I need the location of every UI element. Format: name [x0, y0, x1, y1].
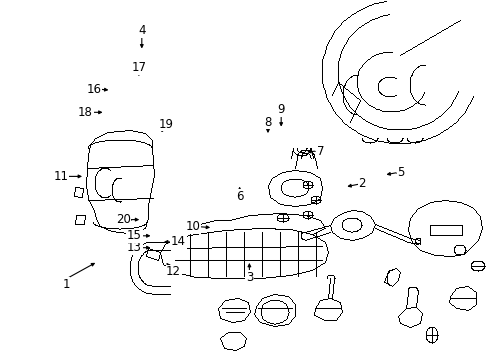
- Text: 15: 15: [127, 229, 142, 242]
- Text: 10: 10: [185, 220, 200, 233]
- Text: 18: 18: [78, 106, 93, 119]
- Text: 1: 1: [62, 278, 70, 291]
- Text: 3: 3: [245, 271, 253, 284]
- Text: 4: 4: [138, 24, 145, 37]
- Text: 17: 17: [131, 61, 146, 74]
- Text: 9: 9: [277, 103, 285, 116]
- Text: 16: 16: [86, 83, 101, 96]
- Text: 13: 13: [127, 241, 142, 254]
- Text: 5: 5: [396, 166, 404, 179]
- Text: 12: 12: [166, 265, 181, 278]
- Text: 11: 11: [54, 170, 68, 183]
- Text: 14: 14: [171, 235, 185, 248]
- Text: 20: 20: [116, 213, 130, 226]
- Text: 2: 2: [357, 177, 365, 190]
- Text: 6: 6: [235, 190, 243, 203]
- Text: 19: 19: [159, 118, 173, 131]
- Text: 8: 8: [264, 116, 271, 129]
- Text: 7: 7: [316, 145, 324, 158]
